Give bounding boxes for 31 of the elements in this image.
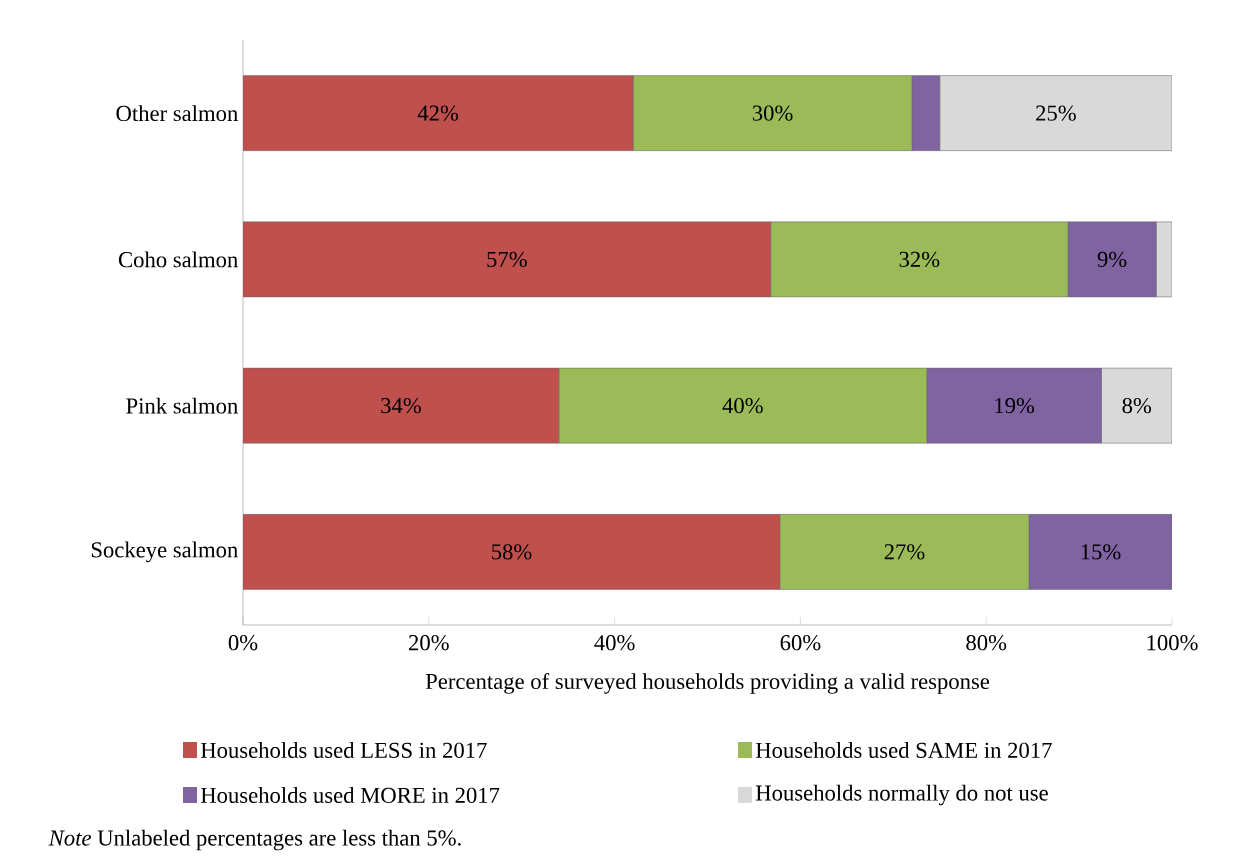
x-tick-label: 80% (966, 635, 1007, 651)
y-tick-label: Coho salmon (118, 251, 238, 268)
data-label: 19% (995, 397, 1035, 414)
data-label: 34% (381, 397, 421, 414)
data-label: 25% (1036, 105, 1076, 121)
x-tick-label: 100% (1147, 635, 1198, 651)
x-tick-label: 0% (228, 635, 258, 651)
data-label: 9% (1097, 251, 1127, 268)
data-label: 15% (1081, 544, 1121, 560)
data-label: 30% (752, 105, 793, 121)
y-tick-label: Other salmon (116, 105, 238, 122)
legend-label: Households used MORE in 2017 (200, 787, 500, 803)
y-tick-label: Sockeye salmon (91, 541, 238, 563)
bar (1101, 367, 1173, 444)
text: Note Unlabeled percentages are less than 5%. (48, 829, 461, 851)
data-label: 8% (1122, 397, 1152, 414)
data-label: 57% (487, 251, 527, 268)
data-label: 42% (417, 105, 459, 121)
bar (939, 75, 1173, 151)
data-label: 40% (722, 397, 763, 414)
data-label: 27% (884, 544, 925, 560)
x-tick-label: 20% (409, 635, 449, 651)
legend-label: Households used SAME in 2017 (755, 742, 1052, 758)
data-label: 58% (492, 544, 532, 560)
x-tick-label: 40% (594, 635, 635, 651)
x-tick-label: 60% (780, 635, 821, 651)
legend-label: Households used LESS in 2017 (200, 742, 487, 758)
legend-label: Households normally do not use (755, 784, 1048, 806)
y-tick-label: Pink salmon (126, 397, 238, 414)
x-axis-title: Percentage of surveyed households providing a valid response (425, 672, 990, 694)
data-label: 32% (899, 251, 940, 268)
